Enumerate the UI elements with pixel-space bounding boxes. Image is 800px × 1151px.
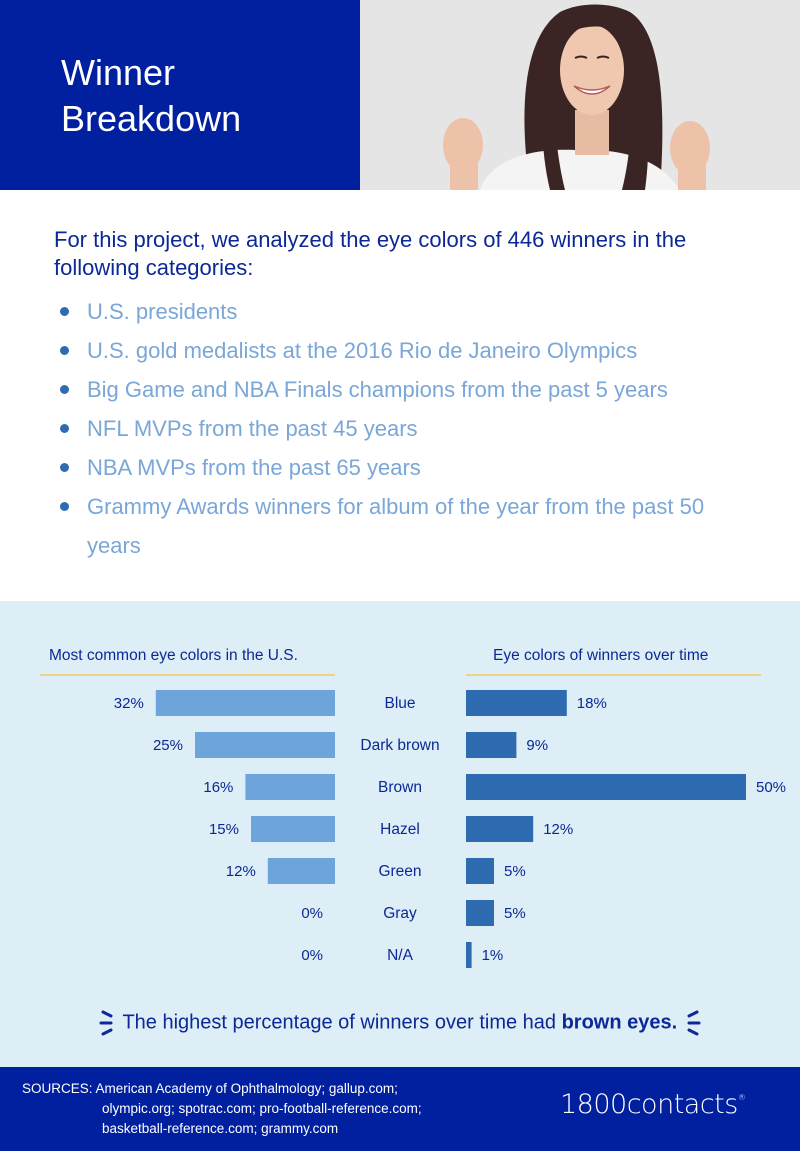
brand-logo: 1800contacts® [560, 1089, 746, 1120]
us-value-label: 32% [114, 695, 144, 712]
winner-value-label: 50% [756, 779, 786, 796]
left-chart-title: Most common eye colors in the U.S. [49, 647, 298, 664]
winner-value-label: 12% [543, 821, 573, 838]
footer: SOURCES: American Academy of Ophthalmolo… [0, 1067, 800, 1151]
category-label: NBA MVPs from the past 65 years [87, 455, 421, 480]
us-bar-brown [245, 774, 335, 800]
category-item: Grammy Awards winners for album of the y… [54, 487, 754, 565]
logo-text: 1800contacts [560, 1089, 738, 1120]
sources-label: SOURCES: [22, 1081, 93, 1096]
category-label: Green [378, 863, 421, 880]
takeaway-emphasis: brown eyes. [561, 1011, 678, 1034]
winner-bar-green [466, 858, 494, 884]
sources-line-3: basketball-reference.com; grammy.com [102, 1121, 339, 1136]
category-label: U.S. gold medalists at the 2016 Rio de J… [87, 338, 638, 363]
category-label: Big Game and NBA Finals champions from t… [87, 377, 668, 402]
winner-value-label: 1% [482, 947, 504, 964]
winner-bar-brown [466, 774, 746, 800]
takeaway-callout: The highest percentage of winners over t… [0, 1008, 800, 1038]
hero-photo [360, 0, 800, 190]
us-bar-green [267, 858, 335, 884]
category-label: Brown [378, 779, 422, 796]
bullet-icon [60, 463, 69, 472]
chart-section: Most common eye colors in the U.S. Eye c… [0, 601, 800, 1067]
winner-bar-blue [466, 690, 567, 716]
winner-bar-n-a [466, 942, 472, 968]
category-item: NBA MVPs from the past 65 years [54, 448, 754, 487]
celebrating-woman-illustration [360, 0, 800, 190]
intro-section: For this project, we analyzed the eye co… [54, 226, 754, 565]
category-label: Gray [383, 905, 417, 922]
butterfly-bar-chart: 32% Blue 18% 25% Dark brown 9% 16% Brown 50% 15% H… [114, 690, 786, 968]
registered-mark: ® [737, 1093, 746, 1102]
category-label: Grammy Awards winners for album of the y… [87, 494, 705, 558]
winner-value-label: 9% [526, 737, 548, 754]
us-value-label: 25% [153, 737, 183, 754]
winner-value-label: 18% [577, 695, 607, 712]
category-item: NFL MVPs from the past 45 years [54, 409, 754, 448]
category-label: NFL MVPs from the past 45 years [87, 416, 418, 441]
category-label: Hazel [380, 821, 420, 838]
takeaway-text: The highest percentage of winners over t… [122, 1011, 562, 1034]
bullet-icon [60, 346, 69, 355]
winner-bar-hazel [466, 816, 534, 842]
sources: SOURCES: American Academy of Ophthalmolo… [22, 1079, 422, 1139]
right-title-rule [466, 674, 761, 676]
category-list: U.S. presidents U.S. gold medalists at t… [54, 292, 754, 565]
spark-right-icon [687, 1010, 701, 1036]
category-item: U.S. gold medalists at the 2016 Rio de J… [54, 331, 754, 370]
us-bar-blue [155, 690, 335, 716]
category-label: U.S. presidents [87, 299, 238, 324]
category-label: Blue [384, 695, 415, 712]
us-bar-dark-brown [195, 732, 335, 758]
category-item: Big Game and NBA Finals champions from t… [54, 370, 754, 409]
hero-title-box: Winner Breakdown [0, 0, 360, 190]
bullet-icon [60, 424, 69, 433]
sources-line-1: American Academy of Ophthalmology; gallu… [95, 1081, 398, 1096]
us-value-label: 0% [301, 947, 323, 964]
page-title: Winner Breakdown [61, 50, 241, 142]
left-title-rule [40, 674, 335, 676]
us-value-label: 12% [226, 863, 256, 880]
hero-banner: Winner Breakdown [0, 0, 800, 190]
us-value-label: 0% [301, 905, 323, 922]
winner-value-label: 5% [504, 863, 526, 880]
right-chart-title: Eye colors of winners over time [493, 647, 709, 664]
title-line-1: Winner [61, 52, 176, 93]
intro-text: For this project, we analyzed the eye co… [54, 227, 687, 280]
spark-left-icon [99, 1010, 113, 1036]
title-line-2: Breakdown [61, 98, 242, 139]
bullet-icon [60, 385, 69, 394]
bullet-icon [60, 307, 69, 316]
category-label: N/A [387, 947, 414, 964]
winner-bar-gray [466, 900, 494, 926]
sources-line-2: olympic.org; spotrac.com; pro-football-r… [102, 1101, 422, 1116]
us-value-label: 15% [209, 821, 239, 838]
winner-value-label: 5% [504, 905, 526, 922]
winner-bar-dark-brown [466, 732, 517, 758]
us-bar-hazel [251, 816, 335, 842]
us-value-label: 16% [203, 779, 233, 796]
bullet-icon [60, 502, 69, 511]
category-label: Dark brown [360, 737, 439, 754]
category-item: U.S. presidents [54, 292, 754, 331]
